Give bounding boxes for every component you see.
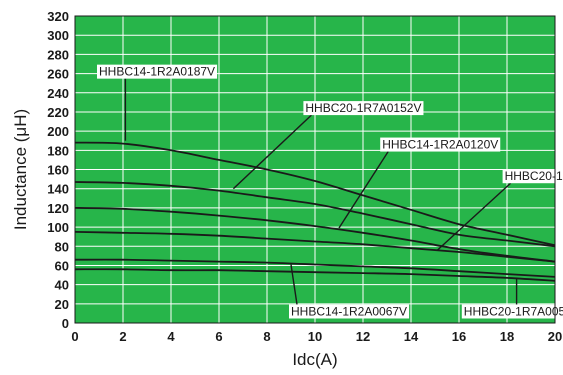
- series-line: [74, 207, 556, 263]
- series-label-background: [502, 169, 563, 184]
- series-leader-line: [232, 114, 312, 190]
- y-tick-label: 200: [47, 124, 69, 139]
- series-label-background: [380, 137, 501, 152]
- series-label-group: HHBC14-1R2A0120V: [338, 137, 501, 229]
- series-label-group: HHBC14-1R2A0187V: [97, 64, 218, 141]
- series-leader-line: [436, 182, 512, 251]
- series-label: HHBC20-1R7A0054V: [464, 304, 563, 318]
- series-2: [74, 181, 556, 248]
- plot-border: [74, 15, 556, 324]
- y-tick-label: 80: [55, 239, 69, 254]
- series-line: [74, 268, 556, 282]
- x-tick-label: 2: [119, 329, 126, 344]
- y-tick-label: 100: [47, 220, 69, 235]
- y-tick-label: 40: [55, 278, 69, 293]
- series-label: HHBC14-1R2A0120V: [382, 138, 498, 152]
- y-tick-label: 20: [55, 297, 69, 312]
- series-label-background: [303, 101, 424, 116]
- series-leader-line: [290, 264, 298, 305]
- x-tick-label: 12: [356, 329, 370, 344]
- x-tick-label: 4: [167, 329, 175, 344]
- y-tick-label: 0: [62, 316, 69, 331]
- y-tick-label: 300: [47, 28, 69, 43]
- series-label-group: HHBC20-1R7A0054V: [461, 277, 563, 319]
- y-tick-label: 320: [47, 9, 69, 24]
- x-axis-title: Idc(A): [292, 350, 337, 369]
- y-tick-label: 60: [55, 258, 69, 273]
- series-line: [74, 141, 556, 247]
- x-tick-label: 18: [500, 329, 514, 344]
- series-line: [74, 231, 556, 263]
- y-tick-label: 240: [47, 86, 69, 101]
- x-tick-label: 20: [548, 329, 562, 344]
- x-tick-label: 10: [308, 329, 322, 344]
- series-3: [74, 207, 556, 263]
- x-tick-label: 14: [404, 329, 419, 344]
- series-4: [74, 231, 556, 263]
- y-axis-ticks: 0 20 40 60 80 100 120 140 160 180 200 220 240 260 280 3…: [47, 9, 69, 331]
- series-1: [74, 141, 556, 247]
- series-leader-line: [338, 151, 389, 229]
- series-5: [74, 258, 556, 278]
- y-tick-label: 280: [47, 47, 69, 62]
- series-label-group: HHBC14-1R2A0067V: [289, 264, 410, 319]
- series-label-background: [461, 304, 563, 319]
- x-tick-label: 0: [71, 329, 78, 344]
- x-tick-label: 16: [452, 329, 466, 344]
- series-label: HHBC20-1R7A0152V: [305, 101, 421, 115]
- x-tick-label: 8: [263, 329, 270, 344]
- y-tick-label: 180: [47, 143, 69, 158]
- y-tick-label: 120: [47, 201, 69, 216]
- series-line: [74, 258, 556, 278]
- series-label: HHBC14-1R2A0067V: [291, 304, 407, 318]
- series-label-background: [97, 64, 218, 79]
- y-axis-title: Inductance (μH): [11, 109, 30, 230]
- x-tick-label: 6: [215, 329, 222, 344]
- y-tick-label: 260: [47, 67, 69, 82]
- y-tick-label: 140: [47, 182, 69, 197]
- series-label: HHBC20-1R7A0097V: [505, 169, 563, 183]
- x-axis-ticks: 0 2 4 6 8 10 12 14 16 18 20: [71, 329, 562, 344]
- series-label-group: HHBC20-1R7A0152V: [232, 101, 424, 190]
- series-layer: HHBC14-1R2A0187V HHBC20-1R7A0152V HHBC14-1…: [74, 64, 563, 319]
- series-label: HHBC14-1R2A0187V: [99, 65, 215, 79]
- series-6: [74, 268, 556, 282]
- series-label-background: [289, 304, 410, 319]
- y-tick-label: 160: [47, 163, 69, 178]
- series-label-group: HHBC20-1R7A0097V: [436, 169, 563, 251]
- series-line: [74, 181, 556, 248]
- y-tick-label: 220: [47, 105, 69, 120]
